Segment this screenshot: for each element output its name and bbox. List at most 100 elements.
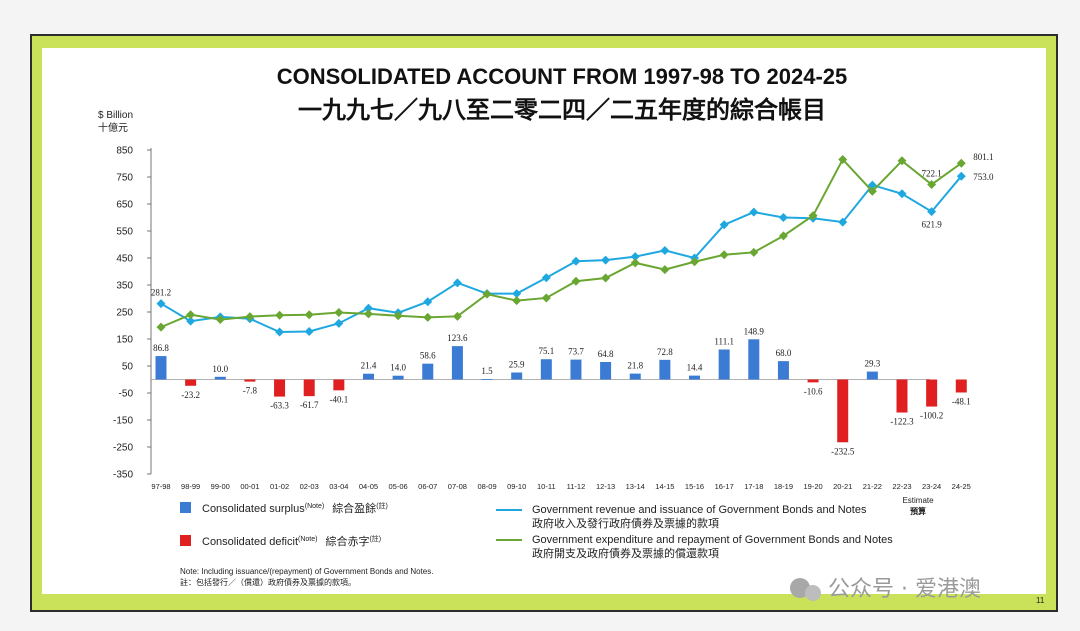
deficit-bar [333, 379, 345, 391]
legend-expenditure-label-zh: 政府開支及政府債券及票據的償還款項 [532, 546, 719, 560]
expenditure-point [245, 312, 255, 322]
legend-revenue-label-en: Government revenue and issuance of Gover… [532, 504, 867, 516]
watermark: 公众号 · 爱港澳 [790, 577, 981, 602]
bar-value-label: 123.6 [447, 333, 468, 343]
x-tick-label: 06-07 [418, 482, 437, 491]
x-tick-label: 11-12 [567, 482, 586, 491]
estimate-label-en: Estimate [902, 496, 934, 505]
expenditure-point [304, 310, 314, 320]
expenditure-point [215, 315, 225, 325]
surplus-bar [155, 356, 167, 380]
x-tick-label: 19-20 [803, 482, 822, 491]
surplus-bar [748, 339, 760, 380]
revenue-point [749, 207, 759, 217]
bar-value-label: 148.9 [744, 326, 765, 336]
x-tick-label: 15-16 [685, 482, 704, 491]
bar-value-label: -7.8 [243, 386, 258, 396]
legend-surplus-swatch [180, 502, 191, 513]
revenue-point [897, 189, 907, 199]
expenditure-point [838, 154, 848, 164]
x-tick-label: 10-11 [537, 482, 556, 491]
bar-value-label: 29.3 [864, 359, 880, 369]
deficit-bar [185, 379, 197, 386]
bar-value-label: 72.8 [657, 347, 673, 357]
y-tick-label: 250 [116, 308, 133, 319]
expenditure-point [630, 258, 640, 268]
x-tick-label: 20-21 [833, 482, 852, 491]
expenditure-point [275, 310, 285, 320]
x-tick-label: 24-25 [952, 482, 971, 491]
revenue-point [512, 289, 522, 299]
x-tick-label: 23-24 [922, 482, 941, 491]
expenditure-point [393, 311, 403, 321]
surplus-bar [511, 372, 523, 380]
deficit-bar [274, 379, 286, 397]
x-tick-label: 05-06 [389, 482, 408, 491]
wechat-icon-bubble [805, 585, 821, 601]
expenditure-point [482, 289, 492, 299]
y-tick-label: 550 [116, 227, 133, 238]
surplus-bar [214, 376, 226, 380]
surplus-bar [392, 375, 404, 380]
surplus-bar [600, 362, 612, 380]
surplus-bar [659, 359, 671, 380]
bar-value-label: -232.5 [831, 446, 855, 456]
revenue-point [838, 217, 848, 227]
expenditure-point [690, 257, 700, 267]
footnote-zh: 註：包括發行／（償還）政府債券及票據的款項。 [180, 577, 356, 587]
y-axis-label-zh: 十億元 [98, 121, 128, 134]
revenue-point [156, 299, 166, 309]
x-tick-label: 08-09 [477, 482, 496, 491]
x-tick-label: 16-17 [715, 482, 734, 491]
revenue-line [160, 175, 963, 333]
revenue-point [186, 316, 196, 326]
surplus-bar [422, 363, 434, 380]
bar-value-label: -40.1 [329, 394, 348, 404]
legend-deficit-label: Consolidated deficit(Note) 綜合赤字(註) [202, 534, 381, 548]
legend-deficit-swatch [180, 535, 191, 546]
x-tick-label: 04-05 [359, 482, 378, 491]
page-number: 11 [1036, 596, 1045, 605]
line-point-label: 801.1 [973, 152, 993, 162]
estimate-label-zh: 預算 [910, 506, 926, 516]
legend-expenditure-label-en: Government expenditure and repayment of … [532, 534, 893, 546]
expenditure-point [156, 322, 166, 332]
expenditure-point [452, 311, 462, 321]
line-point-label: 722.1 [922, 169, 942, 179]
expenditure-point [719, 250, 729, 260]
revenue-point [363, 303, 373, 313]
bar-value-label: 86.8 [153, 343, 169, 353]
expenditure-point [927, 180, 937, 190]
revenue-point [452, 278, 462, 288]
revenue-point [778, 213, 788, 222]
deficit-bar [807, 379, 819, 383]
deficit-bar [955, 379, 967, 393]
revenue-point [541, 273, 551, 283]
expenditure-point [334, 308, 344, 318]
x-tick-label: 01-02 [270, 482, 289, 491]
revenue-point [423, 297, 433, 307]
expenditure-point [423, 312, 433, 322]
line-point-label: 281.2 [151, 288, 171, 298]
bar-value-label: -61.7 [300, 400, 319, 410]
revenue-point [334, 318, 344, 328]
chart-subtitle: 一九九七／九八至二零二四／二五年度的綜合帳目 [298, 96, 826, 124]
x-tick-label: 02-03 [300, 482, 319, 491]
expenditure-point [867, 186, 877, 196]
bar-value-label: 10.0 [212, 364, 228, 374]
expenditure-point [601, 273, 611, 283]
x-tick-label: 98-99 [181, 482, 200, 491]
expenditure-line [160, 157, 962, 329]
y-axis-label-en: $ Billion [98, 110, 133, 121]
y-tick-label: 850 [116, 146, 133, 157]
revenue-point [719, 220, 729, 230]
deficit-bar [837, 379, 849, 443]
deficit-bar [926, 379, 938, 407]
bar-value-label: 21.8 [627, 361, 643, 371]
revenue-point [571, 256, 581, 266]
revenue-point [601, 255, 611, 265]
y-tick-label: -50 [119, 389, 134, 400]
expenditure-point [897, 156, 907, 166]
bar-value-label: 73.7 [568, 347, 584, 357]
bar-value-label: 75.1 [538, 346, 554, 356]
